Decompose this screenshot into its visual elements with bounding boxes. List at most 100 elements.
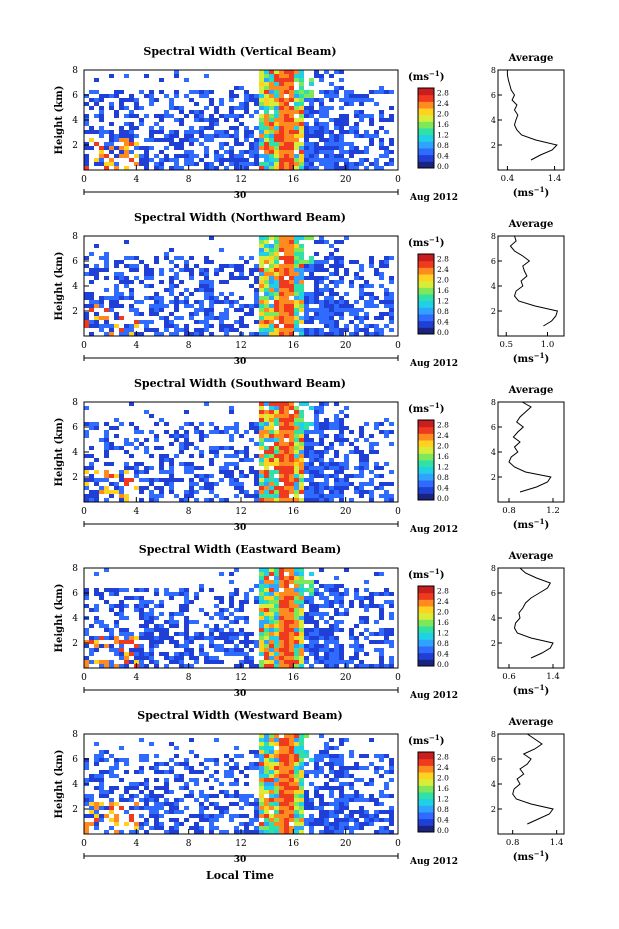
- heatmap-cell: [304, 166, 309, 170]
- heatmap-cell: [339, 328, 344, 332]
- heatmap-cell: [274, 656, 279, 660]
- heatmap-cell: [194, 822, 199, 826]
- heatmap-cell: [109, 806, 114, 810]
- heatmap-cell: [269, 102, 274, 106]
- heatmap-cell: [154, 260, 159, 264]
- colorbar-segment: [418, 493, 434, 501]
- heatmap-cell: [174, 434, 179, 438]
- heatmap-cell: [254, 762, 259, 766]
- heatmap-cell: [259, 734, 264, 738]
- heatmap-cell: [199, 826, 204, 830]
- heatmap-cell: [259, 166, 264, 170]
- heatmap-cell: [289, 620, 294, 624]
- heatmap-cell: [344, 782, 349, 786]
- heatmap-cell: [349, 632, 354, 636]
- heatmap-cell: [299, 308, 304, 312]
- heatmap-cell: [259, 142, 264, 146]
- heatmap-cell: [244, 106, 249, 110]
- heatmap-cell: [344, 150, 349, 154]
- heatmap-cell: [149, 272, 154, 276]
- heatmap-cell: [264, 142, 269, 146]
- heatmap-cell: [279, 466, 284, 470]
- heatmap-cell: [314, 70, 319, 74]
- heatmap-cell: [359, 102, 364, 106]
- heatmap-cell: [249, 304, 254, 308]
- heatmap-cell: [234, 430, 239, 434]
- heatmap-cell: [264, 624, 269, 628]
- heatmap-cell: [289, 114, 294, 118]
- heatmap-cell: [234, 134, 239, 138]
- heatmap-cell: [149, 632, 154, 636]
- heatmap-cell: [279, 142, 284, 146]
- heatmap-cell: [254, 470, 259, 474]
- heatmap-cell: [304, 770, 309, 774]
- heatmap-cell: [319, 814, 324, 818]
- heatmap-cell: [274, 462, 279, 466]
- heatmap-cell: [269, 252, 274, 256]
- heatmap-cell: [234, 300, 239, 304]
- heatmap-cell: [329, 162, 334, 166]
- heatmap-cell: [139, 462, 144, 466]
- heatmap-cell: [284, 102, 289, 106]
- heatmap-cell: [119, 150, 124, 154]
- heatmap-cell: [139, 806, 144, 810]
- heatmap-cell: [269, 620, 274, 624]
- heatmap-cell: [224, 466, 229, 470]
- heatmap-cell: [314, 648, 319, 652]
- heatmap-cell: [279, 264, 284, 268]
- heatmap-cell: [269, 762, 274, 766]
- heatmap-cell: [144, 782, 149, 786]
- heatmap-cell: [384, 600, 389, 604]
- heatmap-cell: [204, 280, 209, 284]
- heatmap-cell: [209, 462, 214, 466]
- heatmap-cell: [124, 240, 129, 244]
- heatmap-cell: [264, 138, 269, 142]
- heatmap-cell: [244, 166, 249, 170]
- heatmap-cell: [294, 490, 299, 494]
- heatmap-cell: [289, 332, 294, 336]
- heatmap-cell: [249, 268, 254, 272]
- heatmap-cell: [329, 474, 334, 478]
- heatmap-cell: [174, 798, 179, 802]
- y-tick-label: 4: [72, 780, 78, 790]
- heatmap-cell: [324, 154, 329, 158]
- y-tick-label: 2: [72, 805, 78, 815]
- heatmap-cell: [364, 454, 369, 458]
- colorbar-tick-label: 2.8: [437, 586, 449, 595]
- heatmap-cell: [274, 486, 279, 490]
- heatmap-cell: [169, 106, 174, 110]
- heatmap-cell: [164, 782, 169, 786]
- heatmap-cell: [359, 94, 364, 98]
- heatmap-cell: [379, 316, 384, 320]
- heatmap-cell: [154, 616, 159, 620]
- heatmap-cell: [349, 482, 354, 486]
- heatmap-cell: [274, 810, 279, 814]
- colorbar-tick-label: 1.6: [437, 618, 449, 627]
- y-axis-label: Height (km): [54, 418, 65, 487]
- heatmap-cell: [264, 802, 269, 806]
- heatmap-cell: [389, 758, 394, 762]
- heatmap-cell: [289, 604, 294, 608]
- heatmap-cell: [284, 118, 289, 122]
- heatmap-cell: [269, 592, 274, 596]
- heatmap-cell: [289, 458, 294, 462]
- heatmap-cell: [209, 332, 214, 336]
- heatmap-cell: [94, 158, 99, 162]
- heatmap-cell: [209, 450, 214, 454]
- average-unit-label: (ms−1): [513, 517, 549, 531]
- heatmap-cell: [99, 750, 104, 754]
- heatmap-cell: [329, 280, 334, 284]
- heatmap-cell: [179, 778, 184, 782]
- heatmap-cell: [339, 118, 344, 122]
- heatmap-cell: [294, 822, 299, 826]
- heatmap-cell: [294, 572, 299, 576]
- heatmap-cell: [339, 584, 344, 588]
- heatmap-cell: [144, 320, 149, 324]
- heatmap-cell: [259, 588, 264, 592]
- heatmap-cell: [354, 130, 359, 134]
- heatmap-cell: [179, 478, 184, 482]
- heatmap-cell: [149, 482, 154, 486]
- average-unit-exponent: −1: [534, 517, 545, 526]
- heatmap-cell: [309, 316, 314, 320]
- heatmap-cell: [379, 430, 384, 434]
